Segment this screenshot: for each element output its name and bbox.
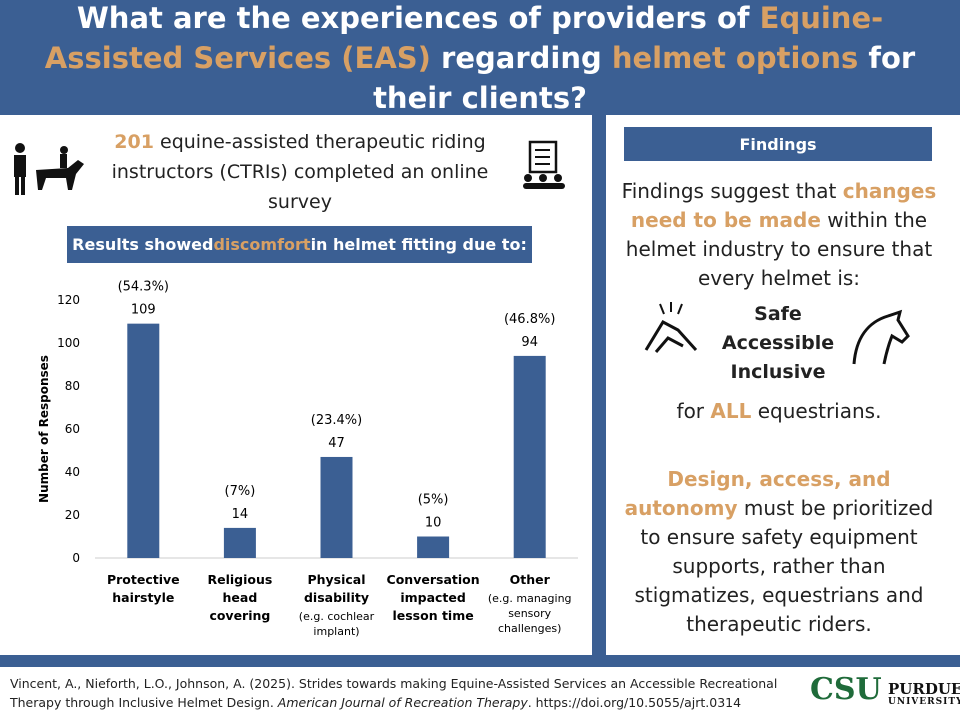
text-segment: American Journal of Recreation Therapy (277, 695, 528, 710)
y-tick-label: 40 (65, 465, 80, 479)
text-segment: Design, access, and autonomy (624, 467, 891, 520)
y-tick-label: 60 (65, 422, 80, 436)
text-segment: discomfort (213, 235, 311, 254)
text-segment: ALL (710, 399, 752, 423)
x-tick-label: Physical disability (304, 572, 369, 605)
divider (592, 115, 606, 655)
text-segment: within the helmet industry to ensure tha… (625, 208, 933, 290)
conclusion-paragraph: Design, access, and autonomy must be pri… (618, 465, 940, 639)
y-axis-label: Number of Responses (37, 355, 51, 503)
quality: Accessible (721, 332, 835, 354)
text-segment: for their clients? (373, 40, 916, 115)
text-segment: helmet options (611, 40, 859, 75)
y-tick-label: 0 (72, 551, 80, 565)
qualities-list: Safe Accessible Inclusive (700, 300, 856, 387)
text-segment: for (676, 399, 711, 423)
bar (223, 527, 256, 558)
university-logo: CSU (810, 672, 882, 707)
handshake-icon (644, 302, 698, 353)
y-tick-label: 20 (65, 508, 80, 522)
header: What are the experiences of providers of… (0, 0, 960, 115)
findings-paragraph: Findings suggest that changes need to be… (618, 177, 940, 293)
value-label: 94 (521, 335, 538, 350)
citation: Vincent, A., Nieforth, L.O., Johnson, A.… (10, 674, 780, 712)
percent-label: (7%) (225, 484, 256, 499)
percent-label: (46.8%) (504, 312, 555, 327)
text-segment: Findings suggest that (621, 179, 843, 203)
text-segment: regarding (430, 40, 612, 75)
category-note: (e.g. managing sensory challenges) (488, 592, 572, 635)
bar (513, 355, 546, 558)
text-segment: equine-assisted therapeutic riding instr… (111, 131, 489, 213)
text-segment: equestrians. (751, 399, 882, 423)
x-tick-label: Religious head covering (207, 572, 272, 623)
value-label: 14 (232, 507, 249, 522)
results-banner: Results showed discomfort in helmet fitt… (67, 226, 532, 263)
value-label: 47 (328, 436, 345, 451)
value-label: 10 (425, 516, 442, 531)
text-segment: . https://doi.org/10.5055/ajrt.0314 (527, 695, 742, 710)
text-segment: in helmet fitting due to: (310, 235, 527, 254)
text-segment: Vincent, A., Nieforth, L.O., Johnson, A.… (10, 676, 778, 710)
value-label: 109 (131, 303, 156, 318)
text-segment: 201 (114, 131, 154, 153)
logo-text: PURDUE (888, 680, 960, 698)
rider-icon (14, 143, 84, 195)
text-segment: changes need to be made (630, 179, 937, 232)
university-logo: PURDUE UNIVERSITY (888, 680, 960, 709)
findings-paragraph: for ALL equestrians. (618, 397, 940, 426)
title: What are the experiences of providers of… (30, 0, 930, 118)
percent-label: (23.4%) (311, 413, 362, 428)
percent-label: (54.3%) (118, 280, 169, 295)
x-tick-label: Other (510, 572, 551, 587)
survey-icon (523, 140, 565, 189)
y-tick-label: 120 (57, 293, 80, 307)
logo-text: UNIVERSITY (888, 697, 960, 707)
quality: Safe (754, 303, 802, 325)
footer-band (0, 655, 960, 667)
text-segment: must be prioritized to ensure safety equ… (634, 496, 934, 636)
percent-label: (5%) (418, 493, 449, 508)
text-segment: Results showed (72, 235, 214, 254)
bar (417, 536, 450, 558)
bar (320, 456, 353, 558)
text-segment: What are the experiences of providers of (76, 0, 760, 35)
quality: Inclusive (730, 361, 826, 383)
category-note: (e.g. cochlear implant) (299, 610, 375, 638)
findings-heading: Findings (624, 127, 932, 161)
intro-text: 201 equine-assisted therapeutic riding i… (105, 127, 495, 217)
text-segment: Equine-Assisted Services (EAS) (44, 0, 884, 75)
y-tick-label: 80 (65, 379, 80, 393)
x-tick-label: Protective hairstyle (107, 572, 180, 605)
y-tick-label: 100 (57, 336, 80, 350)
bar (127, 323, 160, 558)
bar-chart: Number of Responses 0 20 40 60 80 100 120 109 (54… (37, 280, 578, 638)
x-tick-label: Conversation impacted lesson time (387, 572, 480, 623)
horse-icon (852, 309, 910, 365)
